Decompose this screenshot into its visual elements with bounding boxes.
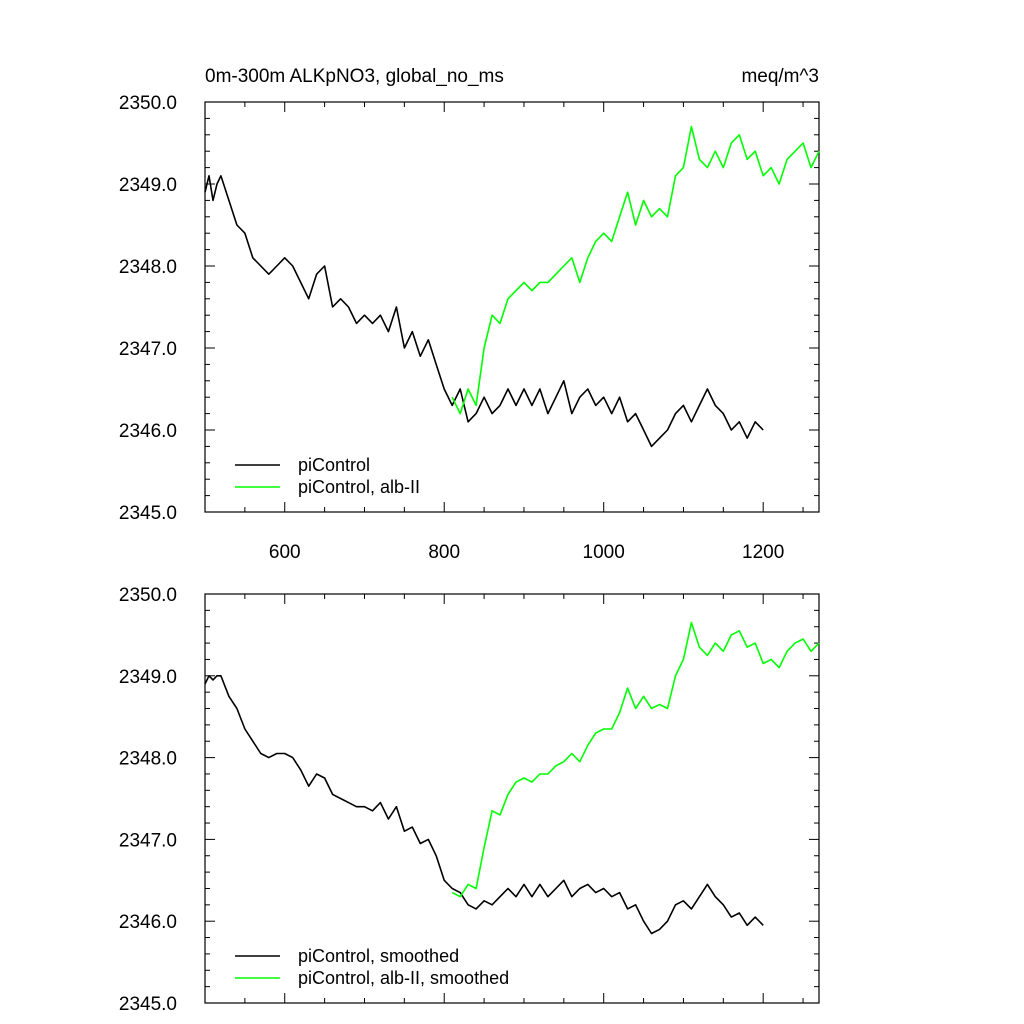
x-tick-label: 1200 <box>742 542 784 563</box>
chart-title: 0m-300m ALKpNO3, global_no_ms <box>205 66 504 87</box>
series-line-0 <box>204 674 764 935</box>
bottom-panel: 2345.0 2346.0 2347.0 2348.0 2349.0 2350.0 piCo… <box>119 585 820 1015</box>
plot-frame <box>204 593 820 1004</box>
x-tick-label: 1000 <box>583 542 625 563</box>
units-label: meq/m^3 <box>741 66 819 87</box>
y-tick-label: 2346.0 <box>119 421 177 442</box>
legend-label-0: piControl <box>298 455 370 475</box>
legend-label-1: piControl, alb-II, smoothed <box>298 968 509 988</box>
x-tick-label: 800 <box>428 542 460 563</box>
top-panel: 0m-300m ALKpNO3, global_no_ms meq/m^3 2345… <box>119 66 820 563</box>
y-tick-label: 2347.0 <box>119 339 177 360</box>
y-tick-label: 2345.0 <box>119 503 177 524</box>
series-line-0 <box>204 175 764 448</box>
y-tick-label: 2345.0 <box>119 994 177 1015</box>
legend-label-0: piControl, smoothed <box>298 946 459 966</box>
series-line-1 <box>451 621 820 898</box>
y-tick-label: 2350.0 <box>119 585 177 606</box>
plot-frame <box>204 101 820 513</box>
y-tick-label: 2349.0 <box>119 175 177 196</box>
legend-label-1: piControl, alb-II <box>298 477 420 497</box>
y-tick-label: 2348.0 <box>119 257 177 278</box>
x-tick-label: 600 <box>269 542 301 563</box>
y-tick-label: 2350.0 <box>119 93 177 114</box>
y-tick-label: 2349.0 <box>119 667 177 688</box>
y-tick-label: 2347.0 <box>119 830 177 851</box>
y-tick-label: 2348.0 <box>119 749 177 770</box>
y-tick-label: 2346.0 <box>119 912 177 933</box>
series-line-1 <box>451 125 820 415</box>
